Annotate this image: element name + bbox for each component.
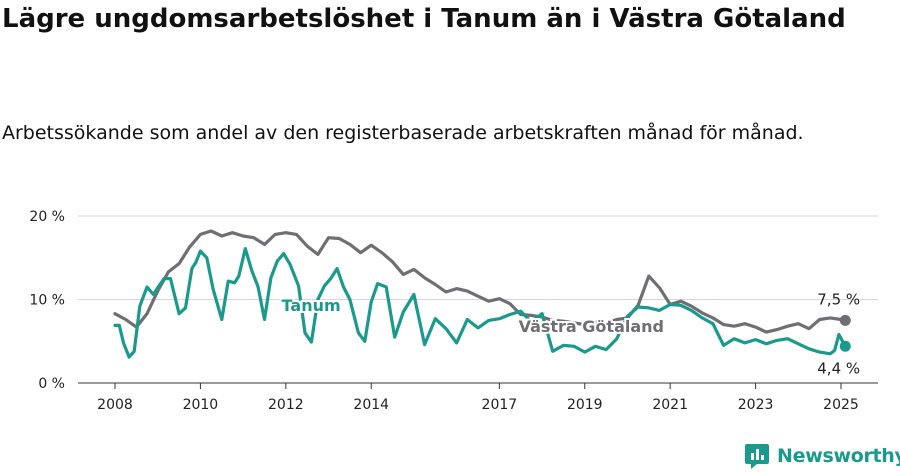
x-tick-label: 2010 [183, 397, 219, 413]
x-tick-label: 2025 [823, 397, 859, 413]
x-tick-label: 2023 [738, 397, 774, 413]
x-tick-label: 2019 [567, 397, 603, 413]
y-tick-label: 20 % [29, 209, 65, 225]
chart-title: Lägre ungdomsarbetslöshet i Tanum än i V… [2, 4, 846, 34]
y-tick-label: 0 % [38, 376, 65, 392]
end-value-label: 7,5 % [817, 290, 860, 308]
chart-subtitle: Arbetssökande som andel av den registerb… [2, 122, 804, 144]
newsworthy-icon [745, 444, 769, 469]
series-annotation: Tanum [282, 296, 341, 315]
x-tick-label: 2008 [97, 397, 133, 413]
series-line-tanum [113, 247, 847, 359]
series-line-vastra-gotaland [113, 229, 847, 334]
series-labels: 7,5 % 4,4 % Tanum Västra Götaland [280, 290, 861, 377]
series-annotation: Västra Götaland [519, 317, 664, 336]
y-axis: 0 % 10 % 20 % [29, 209, 65, 392]
brand-name: Newsworthy [777, 445, 900, 467]
x-tick-label: 2017 [482, 397, 518, 413]
x-tick-label: 2021 [652, 397, 688, 413]
x-tick-label: 2012 [268, 397, 304, 413]
end-point-tanum [839, 340, 851, 352]
x-tick-label: 2014 [353, 397, 389, 413]
newsworthy-logo: Newsworthy [744, 442, 900, 470]
x-axis: 2008 2010 2012 2014 2017 2019 2021 2023 2025 [97, 383, 859, 413]
end-value-label: 4,4 % [817, 359, 860, 377]
y-tick-label: 10 % [29, 293, 65, 309]
series-lines [113, 229, 851, 359]
line-chart: 0 % 10 % 20 % 2008 2010 2012 2014 2017 2019 2021… [29, 209, 878, 413]
end-point-vastra-gotaland [839, 314, 851, 326]
gridlines [78, 215, 878, 384]
